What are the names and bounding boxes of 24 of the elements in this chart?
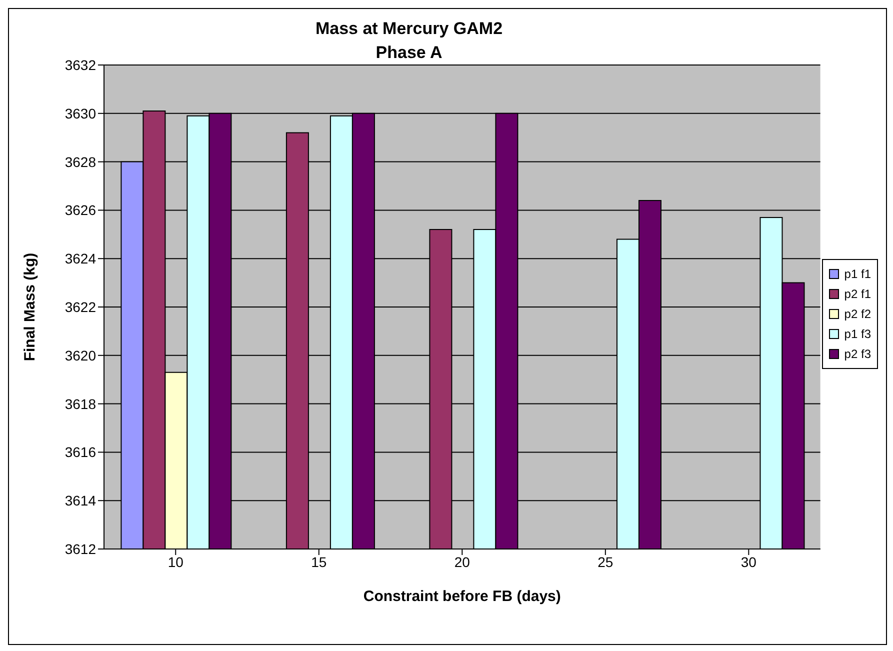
y-tick-label: 3632 — [64, 56, 96, 73]
legend-label: p1 f1 — [844, 266, 871, 283]
y-tick-label: 3614 — [64, 492, 96, 509]
x-tick-label: 20 — [454, 554, 470, 570]
x-tick-label: 25 — [598, 554, 614, 570]
x-tick-label: 10 — [168, 554, 184, 570]
y-tick-label: 3616 — [64, 444, 96, 460]
legend-label: p2 f1 — [844, 286, 871, 303]
y-tick-label: 3618 — [64, 396, 96, 412]
legend-label: p1 f3 — [844, 326, 871, 343]
x-tick-label: 30 — [740, 554, 757, 570]
y-tick-label: 3630 — [64, 105, 96, 122]
y-tick-label: 3620 — [64, 347, 96, 364]
x-tick-label: 15 — [311, 554, 327, 570]
y-tick-label: 3612 — [64, 540, 96, 557]
legend-label: p2 f2 — [844, 306, 871, 323]
y-tick-label: 3626 — [64, 202, 96, 218]
legend-label: p2 f3 — [844, 346, 871, 363]
y-axis-title: Final Mass (kg) — [21, 252, 38, 362]
y-tick-label: 3622 — [64, 298, 96, 315]
chart-title: Mass at Mercury GAM2 Phase A — [314, 18, 504, 62]
y-tick-label: 3628 — [64, 154, 96, 170]
y-tick-label: 3624 — [64, 250, 96, 267]
x-axis-title: Constraint before FB (days) — [363, 588, 561, 605]
